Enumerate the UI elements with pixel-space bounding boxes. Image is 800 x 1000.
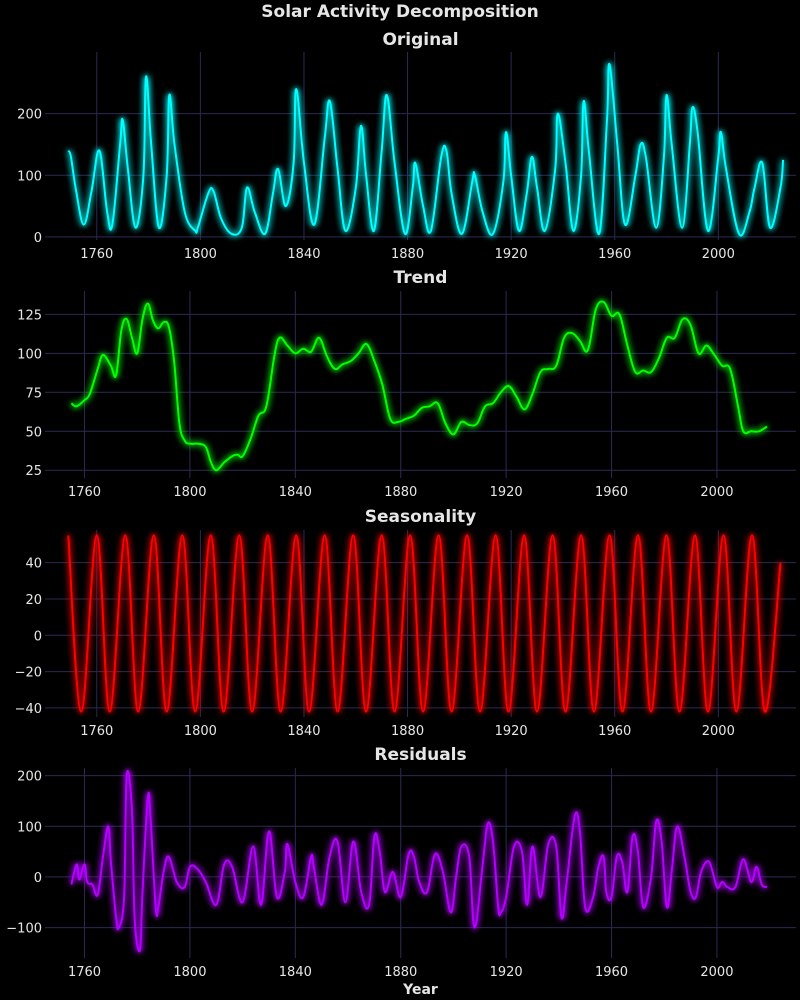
x-tick-label: 1960 (595, 485, 628, 500)
x-tick-label: 1760 (68, 965, 101, 980)
figure-title: Solar Activity Decomposition (261, 2, 539, 22)
x-axis-label: Year (402, 982, 438, 998)
panel-residuals: 1760 1800 1840 1880 1920 1960 2000 −100 0 100 200 R… (6, 745, 796, 998)
x-tick-label: 1840 (279, 965, 312, 980)
y-tick-label: 50 (25, 425, 42, 440)
panel-original: 1760 1800 1840 1880 1920 1960 2000 0 100 200 Origi… (17, 30, 796, 262)
y-tick-label: 125 (17, 308, 42, 323)
y-tick-label: 100 (17, 820, 42, 835)
series-line (67, 534, 782, 713)
x-tick-label: 1760 (80, 247, 113, 262)
x-tick-label: 2000 (702, 247, 735, 262)
x-tick-label: 2000 (700, 485, 733, 500)
series-line (70, 769, 768, 953)
panel-trend: 1760 1800 1840 1880 1920 1960 2000 25 50 75 100 125… (17, 268, 796, 500)
y-tick-label: 100 (17, 347, 42, 362)
x-tick-label: 1800 (173, 965, 206, 980)
x-tick-label: 2000 (700, 965, 733, 980)
y-tick-label: 75 (25, 386, 42, 401)
x-tick-label: 1880 (384, 965, 417, 980)
x-tick-label: 1960 (598, 247, 631, 262)
x-tick-label: 1800 (184, 724, 217, 739)
x-tick-label: 1800 (184, 247, 217, 262)
panel-title: Residuals (374, 745, 466, 765)
x-tick-label: 1840 (287, 247, 320, 262)
panel-seasonality: 1760 1800 1840 1880 1920 1960 2000 −40 −20 0 20 40 S… (15, 507, 796, 739)
panel-title: Trend (394, 268, 448, 288)
panel-title: Seasonality (365, 507, 476, 527)
y-tick-label: 25 (25, 464, 42, 479)
x-tick-label: 1960 (598, 724, 631, 739)
x-tick-label: 1800 (173, 485, 206, 500)
x-tick-label: 1840 (287, 724, 320, 739)
y-tick-label: 200 (17, 770, 42, 785)
x-tick-label: 1920 (490, 485, 523, 500)
x-tick-label: 1920 (495, 247, 528, 262)
y-tick-label: 40 (25, 557, 42, 572)
y-tick-label: 0 (34, 871, 42, 886)
x-tick-label: 1760 (68, 485, 101, 500)
x-tick-label: 1760 (80, 724, 113, 739)
y-tick-label: 0 (34, 629, 42, 644)
x-tick-label: 1920 (490, 965, 523, 980)
panel-title: Original (382, 30, 458, 50)
y-tick-label: 200 (17, 108, 42, 123)
x-tick-label: 1880 (384, 485, 417, 500)
x-tick-label: 2000 (702, 724, 735, 739)
y-tick-label: −100 (6, 922, 42, 937)
series-line (70, 300, 768, 472)
y-tick-label: 0 (34, 231, 42, 246)
x-tick-label: 1840 (279, 485, 312, 500)
x-tick-label: 1920 (495, 724, 528, 739)
y-tick-label: 100 (17, 169, 42, 184)
x-tick-label: 1880 (391, 724, 424, 739)
y-tick-label: 20 (25, 593, 42, 608)
x-tick-label: 1880 (391, 247, 424, 262)
x-tick-label: 1960 (595, 965, 628, 980)
y-tick-label: −40 (15, 702, 42, 717)
series-line (67, 63, 785, 237)
y-tick-label: −20 (15, 666, 42, 681)
